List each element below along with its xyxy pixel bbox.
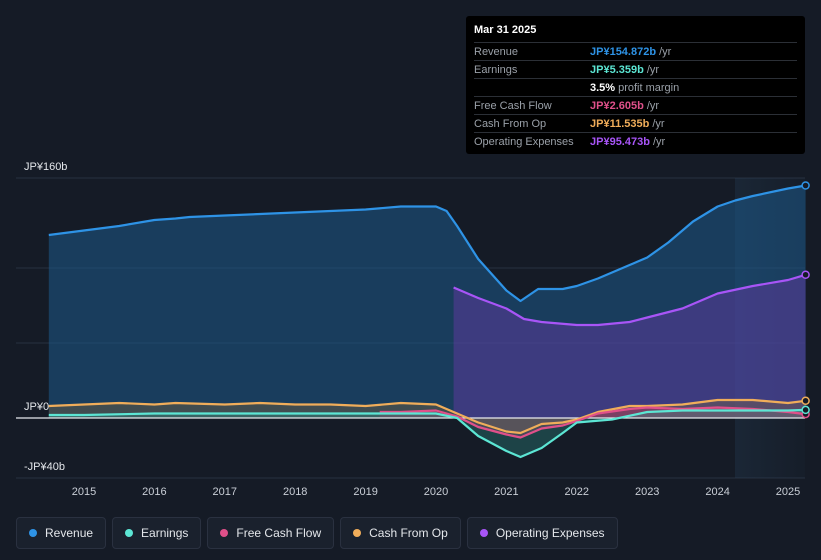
x-tick-label: 2024 [705,486,729,498]
series-lines [48,184,806,459]
x-tick-label: 2019 [353,486,377,498]
x-tick-label: 2022 [565,486,589,498]
tooltip-suffix: profit margin [618,81,680,94]
operating-expenses-area [453,274,806,418]
tooltip-row-operating-expenses: Operating Expenses JP¥95.473b /yr [474,132,797,150]
x-tick-label: 2023 [635,486,659,498]
tooltip-value: 3.5% [590,81,616,94]
y-label-zero: JP¥0 [24,401,49,413]
tooltip-label: Revenue [474,45,519,58]
tooltip-row-profit-margin: 3.5% profit margin [474,78,797,96]
free-cash-flow-line [379,406,806,439]
tooltip-row-revenue: Revenue JP¥154.872b /yr [474,42,797,60]
tooltip-suffix: /yr [652,117,665,130]
x-tick-label: 2025 [776,486,800,498]
tooltip-value: JP¥154.872b [590,45,657,58]
legend-earnings-button[interactable]: Earnings [112,517,202,549]
legend-dot-icon [220,529,229,537]
x-tick-label: 2018 [283,486,307,498]
operating-expenses-line [453,273,806,327]
x-tick-label: 2016 [142,486,166,498]
legend-revenue-button[interactable]: Revenue [16,517,107,549]
tooltip-label: Free Cash Flow [474,99,552,112]
y-label-bottom: -JP¥40b [24,461,65,473]
tooltip-date: Mar 31 2025 [474,24,537,36]
tooltip-suffix: /yr [652,135,666,148]
x-tick-label: 2021 [494,486,518,498]
tooltip-suffix: /yr [646,63,660,76]
legend-cash-from-op-button[interactable]: Cash From Op [340,517,461,549]
legend-dot-icon [353,529,362,537]
revenue-endpoint [801,181,810,190]
legend-free-cash-flow-button[interactable]: Free Cash Flow [207,517,335,549]
data-tooltip: Mar 31 2025 Revenue JP¥154.872b /yr Earn… [466,16,805,154]
cash-from-op-line [48,398,806,435]
chart-legend: Revenue Earnings Free Cash Flow Cash Fro… [16,517,618,549]
legend-label: Free Cash Flow [236,526,322,540]
cash-from-op-area [48,400,806,433]
operating-expenses-endpoint [801,270,810,279]
x-tick-label: 2020 [424,486,448,498]
x-tick-label: 2017 [213,486,237,498]
tooltip-label: Operating Expenses [474,135,574,148]
tooltip-value: JP¥2.605b [590,99,644,112]
legend-label: Cash From Op [369,526,448,540]
tooltip-row-free-cash-flow: Free Cash Flow JP¥2.605b /yr [474,96,797,114]
tooltip-value: JP¥5.359b [590,63,644,76]
revenue-line [48,184,806,303]
legend-dot-icon [29,529,37,537]
tooltip-row-earnings: Earnings JP¥5.359b /yr [474,60,797,78]
tooltip-label: Cash From Op [474,117,547,130]
tooltip-suffix: /yr [646,99,660,112]
x-axis-ticks: 2015 2016 2017 2018 2019 2020 2021 2022 2023 2024… [72,486,800,498]
tooltip-row-cash-from-op: Cash From Op JP¥11.535b /yr [474,114,797,132]
y-label-top: JP¥160b [24,161,67,173]
free-cash-flow-area [379,407,806,438]
series-areas [48,185,806,457]
earnings-line [48,408,806,459]
revenue-area [48,185,806,418]
legend-operating-expenses-button[interactable]: Operating Expenses [466,517,618,549]
legend-label: Revenue [45,526,94,540]
legend-label: Earnings [141,526,189,540]
legend-dot-icon [479,529,488,537]
cash-from-op-endpoint [801,396,810,405]
tooltip-value: JP¥95.473b [590,135,650,148]
earnings-area [48,409,806,457]
legend-dot-icon [125,529,134,537]
chart-plot: JP¥160b JP¥0 -JP¥40b 2015 2016 2017 2018 201… [16,161,810,498]
x-tick-label: 2015 [72,486,96,498]
tooltip-value: JP¥11.535b [590,117,650,130]
earnings-endpoint [801,405,810,415]
tooltip-suffix: /yr [659,45,672,58]
legend-label: Operating Expenses [495,526,605,540]
series-endpoints [801,181,810,419]
tooltip-label: Earnings [474,63,518,76]
